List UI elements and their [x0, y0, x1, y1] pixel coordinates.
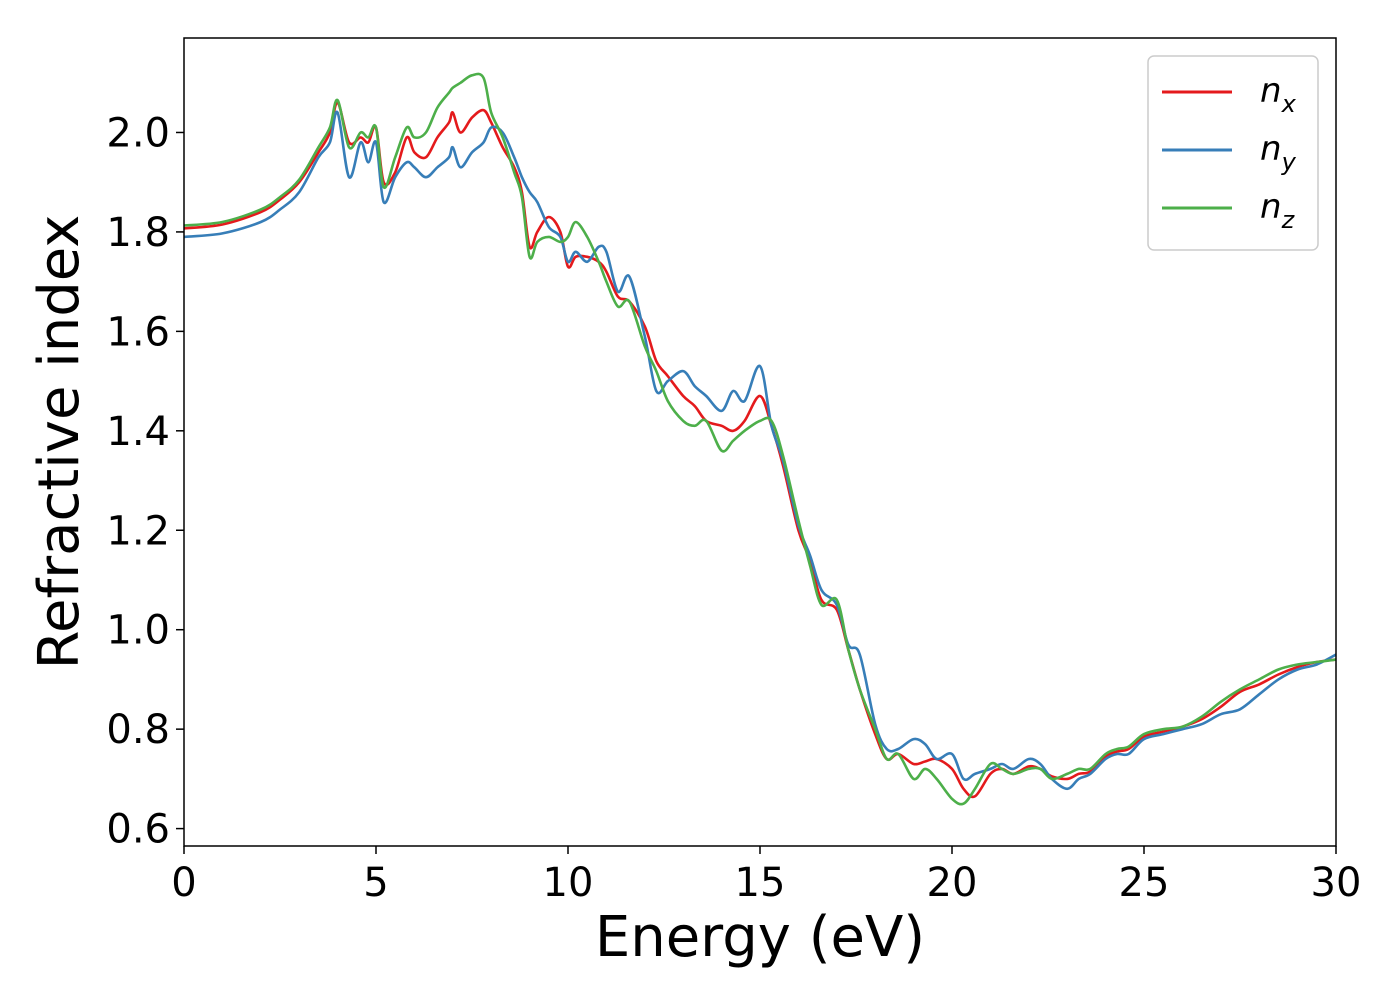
series-line-nx [184, 101, 1336, 799]
x-tick-label: 25 [1119, 860, 1170, 906]
y-tick-label: 1.8 [106, 210, 170, 256]
y-tick-label: 1.4 [106, 409, 170, 455]
x-axis-ticks: 0 5 10 15 20 25 30 [171, 846, 1361, 906]
x-tick-label: 10 [543, 860, 594, 906]
x-axis-label: Energy (eV) [595, 905, 925, 970]
legend-box [1147, 55, 1319, 251]
y-tick-label: 0.6 [106, 807, 170, 853]
x-tick-label: 20 [927, 860, 978, 906]
y-tick-label: 1.0 [106, 608, 170, 654]
y-tick-label: 2.0 [106, 110, 170, 156]
x-tick-label: 15 [735, 860, 786, 906]
x-tick-label: 30 [1311, 860, 1362, 906]
x-tick-label: 0 [171, 860, 196, 906]
y-tick-label: 0.8 [106, 707, 170, 753]
series-line-ny [184, 110, 1336, 791]
y-axis-ticks: 0.6 0.8 1.0 1.2 1.4 1.6 1.8 2.0 [106, 110, 184, 853]
series-line-nz [184, 72, 1336, 806]
y-tick-label: 1.2 [106, 508, 170, 554]
y-axis-label: Refractive index [27, 215, 92, 670]
x-tick-label: 5 [363, 860, 388, 906]
series-layer [184, 72, 1336, 806]
y-tick-label: 1.6 [106, 309, 170, 355]
